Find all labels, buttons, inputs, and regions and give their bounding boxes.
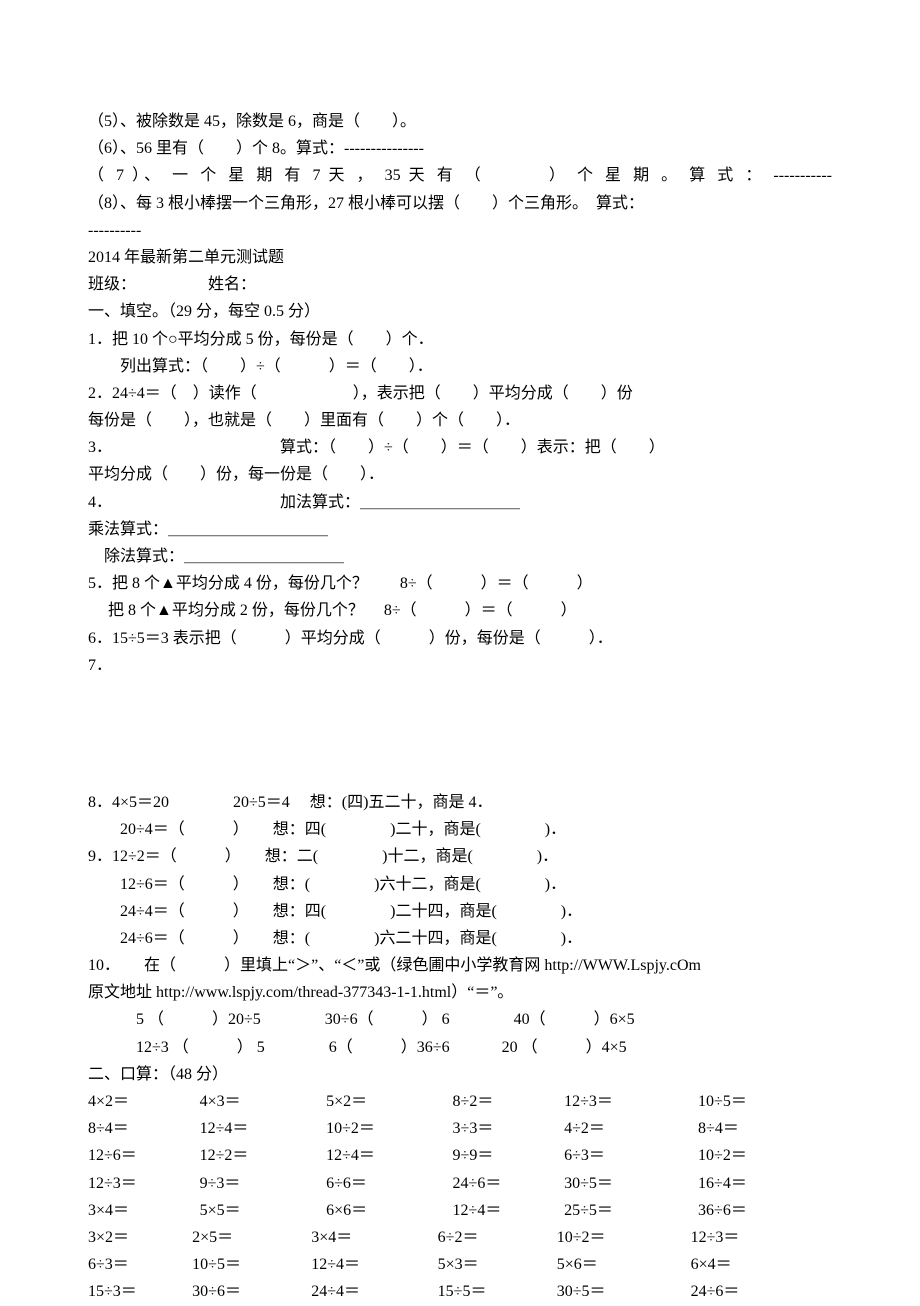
calc-cell: 16÷4＝ bbox=[698, 1170, 832, 1197]
calc-cell: 5×3＝ bbox=[438, 1251, 557, 1278]
calc-cell: 3÷3＝ bbox=[453, 1115, 565, 1142]
calc-cell: 12÷3＝ bbox=[564, 1088, 698, 1115]
calc-row: 6÷3＝10÷5＝12÷4＝5×3＝5×6＝6×4＝ bbox=[88, 1251, 832, 1278]
calc-cell: 10÷5＝ bbox=[698, 1088, 832, 1115]
calc-cell: 12÷2＝ bbox=[200, 1142, 326, 1169]
calc-cell: 12÷3＝ bbox=[88, 1170, 200, 1197]
calc-cell: 9÷9＝ bbox=[453, 1142, 565, 1169]
s1-q10a: 10． 在（ ）里填上“＞”、“＜”或（绿色圃中小学教育网 http://WWW… bbox=[88, 952, 832, 979]
figure-gap bbox=[88, 679, 832, 789]
s1-q9d: 24÷6＝（ ） 想：( )六二十四，商是( )． bbox=[88, 925, 832, 952]
calc-cell: 10÷2＝ bbox=[557, 1224, 691, 1251]
unit-title: 2014 年最新第二单元测试题 bbox=[88, 244, 832, 271]
calc-cell: 8÷4＝ bbox=[88, 1115, 200, 1142]
calc-cell: 4×3＝ bbox=[200, 1088, 326, 1115]
calc-cell: 24÷6＝ bbox=[691, 1278, 832, 1305]
calc-cell: 24÷4＝ bbox=[311, 1278, 437, 1305]
calc-row: 8÷4＝12÷4＝10÷2＝3÷3＝4÷2＝8÷4＝ bbox=[88, 1115, 832, 1142]
s1-q1b: 列出算式：（ ）÷（ ）＝（ ）． bbox=[88, 353, 832, 380]
s1-q3b: 平均分成（ ）份，每一份是（ ）． bbox=[88, 461, 832, 488]
s1-q5b: 把 8 个▲平均分成 2 份，每份几个？ 8÷（ ）＝（ ） bbox=[88, 597, 832, 624]
s1-q10c: 5 （ ）20÷5 30÷6（ ） 6 40（ ）6×5 bbox=[88, 1006, 832, 1033]
calc-cell: 25÷5＝ bbox=[564, 1197, 698, 1224]
s1-q1a: 1．把 10 个○平均分成 5 份，每份是（ ）个． bbox=[88, 326, 832, 353]
calc-cell: 9÷3＝ bbox=[200, 1170, 326, 1197]
prev-q5: （5）、被除数是 45，除数是 6，商是（ ）。 bbox=[88, 108, 832, 135]
calc-cell: 6÷3＝ bbox=[88, 1251, 192, 1278]
calc-cell: 5×5＝ bbox=[200, 1197, 326, 1224]
s1-q4c: 除法算式：＿＿＿＿＿＿＿＿＿＿ bbox=[88, 543, 832, 570]
calc-cell: 3×4＝ bbox=[311, 1224, 437, 1251]
calc-cell: 36÷6＝ bbox=[698, 1197, 832, 1224]
calc-cell: 3×4＝ bbox=[88, 1197, 200, 1224]
s1-q4b: 乘法算式：＿＿＿＿＿＿＿＿＿＿ bbox=[88, 516, 832, 543]
s1-q9c: 24÷4＝（ ） 想：四( )二十四，商是( )． bbox=[88, 898, 832, 925]
s1-q6: 6．15÷5＝3 表示把（ ）平均分成（ ）份，每份是（ ）． bbox=[88, 625, 832, 652]
prev-q6: （6）、56 里有（ ）个 8。算式：--------------- bbox=[88, 135, 832, 162]
calc-cell: 6×6＝ bbox=[326, 1197, 452, 1224]
calc-cell: 3×2＝ bbox=[88, 1224, 192, 1251]
s1-q10d: 12÷3 （ ） 5 6（ ）36÷6 20 （ ）4×5 bbox=[88, 1034, 832, 1061]
calc-cell: 12÷4＝ bbox=[200, 1115, 326, 1142]
calc-row: 4×2＝4×3＝5×2＝8÷2＝12÷3＝10÷5＝ bbox=[88, 1088, 832, 1115]
calc-cell: 12÷4＝ bbox=[311, 1251, 437, 1278]
calc-cell: 4÷2＝ bbox=[564, 1115, 698, 1142]
s1-q9a: 9．12÷2＝（ ） 想：二( )十二，商是( )． bbox=[88, 843, 832, 870]
calc-table-a: 4×2＝4×3＝5×2＝8÷2＝12÷3＝10÷5＝8÷4＝12÷4＝10÷2＝… bbox=[88, 1088, 832, 1224]
calc-row: 12÷6＝12÷2＝12÷4＝9÷9＝6÷3＝10÷2＝ bbox=[88, 1142, 832, 1169]
prev-q8-tail: ---------- bbox=[88, 217, 832, 244]
class-name-line: 班级： 姓名： bbox=[88, 271, 832, 298]
calc-cell: 30÷5＝ bbox=[557, 1278, 691, 1305]
calc-cell: 6÷3＝ bbox=[564, 1142, 698, 1169]
s1-q7: 7． bbox=[88, 652, 832, 679]
s1-q2b: 每份是（ ），也就是（ ）里面有（ ）个（ ）． bbox=[88, 407, 832, 434]
prev-q7: （ 7 ）、 一 个 星 期 有 7 天 ， 35 天 有 （ ） 个 星 期 … bbox=[88, 162, 832, 189]
calc-cell: 12÷4＝ bbox=[326, 1142, 452, 1169]
s1-q8a: 8．4×5＝20 20÷5＝4 想：(四)五二十，商是 4． bbox=[88, 789, 832, 816]
calc-cell: 5×2＝ bbox=[326, 1088, 452, 1115]
s1-q4a: 4． 加法算式：＿＿＿＿＿＿＿＿＿＿ bbox=[88, 489, 832, 516]
s1-q10b: 原文地址 http://www.lspjy.com/thread-377343-… bbox=[88, 979, 832, 1006]
s1-q2a: 2．24÷4＝（ ）读作（ ），表示把（ ）平均分成（ ）份 bbox=[88, 380, 832, 407]
calc-cell: 12÷6＝ bbox=[88, 1142, 200, 1169]
prev-q8: （8）、每 3 根小棒摆一个三角形，27 根小棒可以摆（ ）个三角形。 算式： bbox=[88, 190, 832, 217]
s1-q9b: 12÷6＝（ ） 想：( )六十二，商是( )． bbox=[88, 871, 832, 898]
calc-cell: 6÷2＝ bbox=[438, 1224, 557, 1251]
calc-cell: 15÷3＝ bbox=[88, 1278, 192, 1305]
calc-cell: 6÷6＝ bbox=[326, 1170, 452, 1197]
calc-row: 15÷3＝30÷6＝24÷4＝15÷5＝30÷5＝24÷6＝ bbox=[88, 1278, 832, 1305]
calc-cell: 12÷4＝ bbox=[453, 1197, 565, 1224]
section2-heading: 二、口算：（48 分） bbox=[88, 1061, 832, 1088]
calc-cell: 2×5＝ bbox=[192, 1224, 311, 1251]
calc-row: 3×4＝5×5＝6×6＝12÷4＝25÷5＝36÷6＝ bbox=[88, 1197, 832, 1224]
calc-row: 12÷3＝9÷3＝6÷6＝24÷6＝30÷5＝16÷4＝ bbox=[88, 1170, 832, 1197]
calc-cell: 5×6＝ bbox=[557, 1251, 691, 1278]
calc-cell: 10÷5＝ bbox=[192, 1251, 311, 1278]
calc-cell: 30÷6＝ bbox=[192, 1278, 311, 1305]
calc-cell: 24÷6＝ bbox=[453, 1170, 565, 1197]
calc-cell: 12÷3＝ bbox=[691, 1224, 832, 1251]
calc-cell: 6×4＝ bbox=[691, 1251, 832, 1278]
s1-q8b: 20÷4＝（ ） 想：四( )二十，商是( )． bbox=[88, 816, 832, 843]
calc-cell: 4×2＝ bbox=[88, 1088, 200, 1115]
calc-cell: 8÷2＝ bbox=[453, 1088, 565, 1115]
s1-q5a: 5．把 8 个▲平均分成 4 份，每份几个？ 8÷（ ）＝（ ） bbox=[88, 570, 832, 597]
s1-q3a: 3． 算式：（ ）÷（ ）＝（ ）表示：把（ ） bbox=[88, 434, 832, 461]
calc-table-b: 3×2＝2×5＝3×4＝6÷2＝10÷2＝12÷3＝6÷3＝10÷5＝12÷4＝… bbox=[88, 1224, 832, 1306]
calc-cell: 30÷5＝ bbox=[564, 1170, 698, 1197]
calc-cell: 15÷5＝ bbox=[438, 1278, 557, 1305]
calc-cell: 10÷2＝ bbox=[326, 1115, 452, 1142]
calc-row: 3×2＝2×5＝3×4＝6÷2＝10÷2＝12÷3＝ bbox=[88, 1224, 832, 1251]
section1-heading: 一、填空。（29 分，每空 0.5 分） bbox=[88, 298, 832, 325]
calc-cell: 10÷2＝ bbox=[698, 1142, 832, 1169]
calc-cell: 8÷4＝ bbox=[698, 1115, 832, 1142]
